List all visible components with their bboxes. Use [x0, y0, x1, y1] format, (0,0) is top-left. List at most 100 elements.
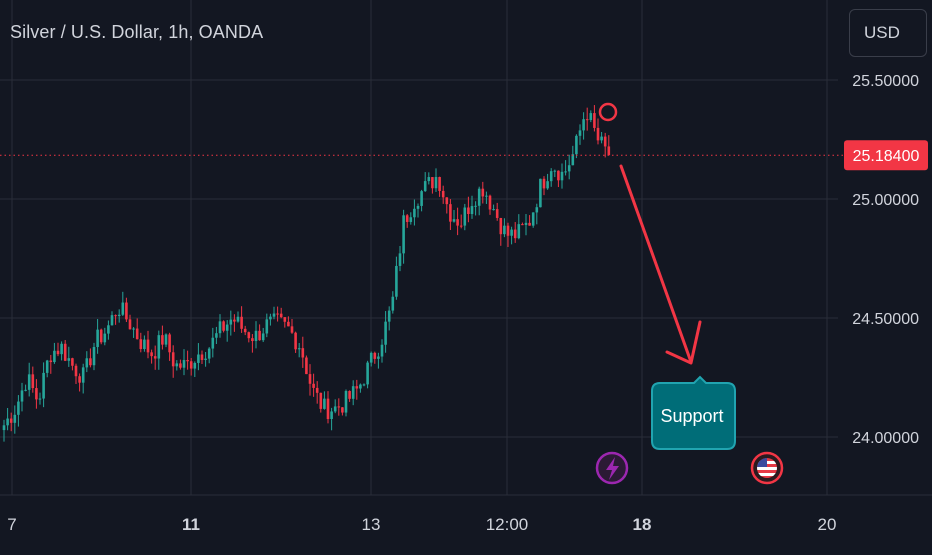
- candle-body: [315, 387, 319, 393]
- candle-body: [402, 215, 405, 254]
- lightning-icon: [606, 457, 619, 480]
- candle-body: [513, 229, 517, 239]
- candle-body: [474, 205, 477, 207]
- candle-body: [20, 390, 24, 402]
- candle-body: [49, 360, 53, 363]
- candle-body: [341, 407, 344, 413]
- candle-body: [42, 372, 45, 399]
- support-callout[interactable]: [651, 375, 736, 450]
- candle-body: [294, 332, 297, 350]
- candle-body: [251, 338, 254, 342]
- x-tick-label: 18: [633, 515, 652, 534]
- candle-body: [600, 136, 603, 141]
- candle-body: [553, 170, 557, 172]
- candle-body: [186, 360, 189, 362]
- us-flag-stripe: [757, 467, 777, 470]
- candle-body: [330, 411, 333, 419]
- candle-body: [157, 335, 161, 359]
- candle-body: [150, 352, 153, 357]
- candle-body: [2, 425, 6, 431]
- candle-body: [146, 339, 150, 353]
- x-tick-label: 20: [818, 515, 837, 534]
- candle-body: [398, 253, 402, 266]
- candle-body: [135, 328, 139, 340]
- candle-body: [575, 135, 578, 155]
- annotation-arrow-head[interactable]: [665, 320, 702, 365]
- candle-body: [53, 350, 56, 363]
- us-flag-stripe: [757, 470, 777, 473]
- candle-body: [35, 388, 38, 400]
- candle-body: [323, 398, 326, 409]
- candle-body: [200, 354, 204, 360]
- candle-body: [153, 356, 157, 359]
- annotation-arrow-shaft[interactable]: [619, 164, 693, 364]
- candle-body: [89, 358, 92, 366]
- candle-body: [81, 367, 85, 383]
- candle-body: [528, 222, 531, 226]
- candle-body: [463, 207, 467, 226]
- candle-body: [204, 358, 207, 360]
- candle-body: [261, 333, 265, 341]
- candle-body: [161, 335, 164, 345]
- candle-body: [452, 219, 456, 222]
- candle-body: [427, 177, 431, 182]
- candle-body: [571, 154, 575, 166]
- candle-body: [557, 170, 560, 181]
- candle-body: [387, 310, 391, 322]
- candle-body: [589, 113, 593, 121]
- candle-body: [441, 190, 445, 198]
- candle-body: [499, 217, 503, 235]
- candle-body: [283, 317, 287, 322]
- currency-button[interactable]: USD: [849, 9, 927, 57]
- candle-body: [31, 374, 35, 389]
- candle-body: [384, 321, 387, 345]
- candle-body: [60, 343, 63, 355]
- y-tick-label: 25.50000: [852, 73, 919, 90]
- candle-body: [276, 313, 279, 315]
- candle-body: [312, 383, 315, 388]
- candle-body: [351, 386, 355, 399]
- candle-body: [96, 329, 99, 348]
- candle-body: [431, 177, 434, 189]
- candle-body: [585, 119, 589, 121]
- candle-body: [337, 406, 341, 408]
- candle-body: [326, 398, 330, 419]
- candle-body: [449, 204, 452, 222]
- highlight-circle-marker[interactable]: [598, 102, 618, 122]
- candle-body: [125, 302, 128, 320]
- candle-body: [405, 215, 409, 222]
- x-tick-label: 11: [182, 515, 200, 534]
- candle-body: [71, 358, 74, 366]
- candle-body: [258, 330, 261, 341]
- candle-body: [549, 171, 553, 182]
- candle-body: [488, 195, 492, 210]
- candle-body: [355, 386, 359, 389]
- candle-body: [434, 177, 438, 189]
- candle-body: [128, 319, 132, 330]
- y-tick-label: 25.00000: [852, 192, 919, 209]
- candle-body: [481, 188, 485, 197]
- candle-body: [110, 315, 114, 326]
- candle-body: [531, 212, 535, 226]
- candle-body: [366, 362, 369, 385]
- candle-body: [27, 374, 31, 390]
- candle-body: [567, 165, 571, 172]
- candle-body: [467, 207, 470, 215]
- candle-body: [9, 418, 13, 423]
- candle-body: [420, 191, 423, 206]
- candle-body: [459, 225, 463, 227]
- candle-body: [485, 195, 488, 197]
- candle-body: [179, 363, 182, 368]
- candle-body: [78, 376, 81, 383]
- candle-body: [254, 330, 258, 342]
- candle-body: [24, 389, 27, 391]
- candle-body: [409, 217, 413, 222]
- candle-body: [236, 316, 240, 322]
- candle-body: [6, 418, 9, 426]
- candle-body: [290, 326, 294, 333]
- candle-body: [164, 334, 168, 345]
- candle-body: [503, 225, 506, 235]
- candle-body: [578, 130, 582, 136]
